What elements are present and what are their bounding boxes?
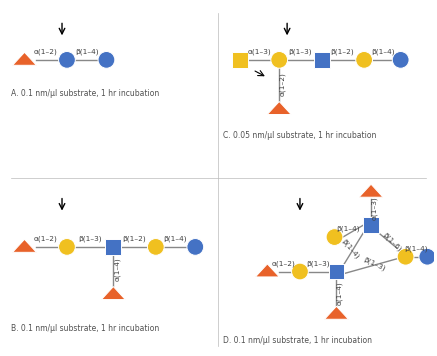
Polygon shape [255,264,279,277]
Polygon shape [13,52,36,65]
Circle shape [147,239,164,255]
Circle shape [59,239,75,255]
Bar [105,239,121,255]
Polygon shape [359,184,383,197]
Circle shape [291,263,309,280]
Circle shape [271,52,288,68]
Circle shape [356,52,372,68]
Text: C. 0.05 nm/µl substrate, 1 hr incubation: C. 0.05 nm/µl substrate, 1 hr incubation [223,131,376,140]
Text: A. 0.1 nm/µl substrate, 1 hr incubation: A. 0.1 nm/µl substrate, 1 hr incubation [10,89,159,98]
Text: β(1–3): β(1–3) [306,260,329,267]
Text: β(1–4): β(1–4) [75,49,98,55]
Text: β(1–3): β(1–3) [78,236,101,242]
Text: α(1–3): α(1–3) [371,197,377,220]
Text: β(1–3): β(1–3) [362,256,386,272]
Text: β(1–6): β(1–6) [381,231,402,253]
Circle shape [187,239,204,255]
Bar [314,52,329,68]
Circle shape [419,248,436,265]
Text: β(1–2): β(1–2) [122,236,146,242]
Bar [232,52,248,68]
Circle shape [397,248,414,265]
Text: D. 0.1 nm/µl substrate, 1 hr incubation: D. 0.1 nm/µl substrate, 1 hr incubation [223,335,372,345]
Text: α(1–3): α(1–3) [248,49,271,55]
Bar [329,264,344,279]
Polygon shape [13,239,36,252]
Text: α(1–2): α(1–2) [33,236,57,242]
Text: α(1–2): α(1–2) [271,260,295,267]
Polygon shape [101,287,125,299]
Text: β(1–4): β(1–4) [405,246,428,252]
Text: β(1–4): β(1–4) [336,226,360,232]
Polygon shape [267,101,291,115]
Circle shape [98,52,115,68]
Circle shape [392,52,409,68]
Text: β(1–2): β(1–2) [330,49,354,55]
Circle shape [59,52,75,68]
Text: β(1–4): β(1–4) [163,236,186,242]
Text: α(1–2): α(1–2) [279,73,285,96]
Polygon shape [325,306,348,319]
Bar [363,218,379,233]
Text: α(1–2): α(1–2) [33,49,57,55]
Text: β(1–4): β(1–4) [340,238,361,260]
Text: α(1–4): α(1–4) [336,281,343,305]
Text: β(1–4): β(1–4) [371,49,395,55]
Text: β(1–3): β(1–3) [288,49,312,55]
Text: α(1–4): α(1–4) [114,258,121,282]
Circle shape [326,229,343,245]
Text: B. 0.1 nm/µl substrate, 1 hr incubation: B. 0.1 nm/µl substrate, 1 hr incubation [10,324,159,333]
